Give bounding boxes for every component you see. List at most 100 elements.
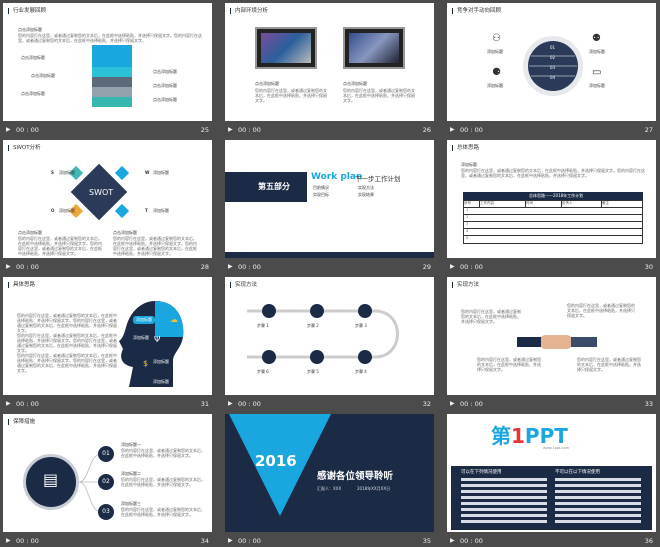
slide-31-canvas: 具体思路 您的内容打在这里，或者通过复制您的文本后，在此框中选择粘贴，并选择只保… xyxy=(3,277,212,395)
slide-27-canvas: 竞争对手动向回顾 01 02 03 04 ⚇ ⚉ ⚈ ▭ 添加标题 添加标题 添… xyxy=(447,3,656,121)
clipboard-icon: ▤ xyxy=(43,470,59,489)
slide-thumbnail-35[interactable]: 2016 感谢各位领导聆听 汇报人：XXX 2018年XX月XX日 ▶ 00 :… xyxy=(225,414,434,547)
table-header: 时间 xyxy=(526,201,562,207)
stack-label: 点击添加标题 xyxy=(153,83,177,88)
slide-thumbnail-32[interactable]: 实现方法 步骤 1 步骤 2 步骤 3 步骤 6 步骤 5 步骤 4 ▶ 00 … xyxy=(225,277,434,411)
usage-left-list xyxy=(461,478,547,526)
slide-meta: ▶ 00 : 00 30 xyxy=(447,258,656,274)
presenter-text: 汇报人：XXX xyxy=(317,486,342,491)
play-icon[interactable]: ▶ xyxy=(450,537,455,544)
circle-steps-graphic xyxy=(523,36,583,96)
play-icon[interactable]: ▶ xyxy=(6,126,11,133)
slide-meta: ▶ 00 : 00 25 xyxy=(3,121,212,137)
image-label: 点击添加标题 xyxy=(343,81,367,86)
agenda-item: 实现结果 xyxy=(358,192,374,197)
slide-thumbnail-28[interactable]: SWOT分析 SWOT S W O T 添加标题 添加标题 添加标题 添加标题 … xyxy=(3,140,212,274)
slide-thumbnail-30[interactable]: 总体思路 添加标题 您的内容打在这里，或者通过复制您的文本后，在此框中选择粘贴，… xyxy=(447,140,656,274)
item-number: 01 xyxy=(98,446,114,462)
slide-32-canvas: 实现方法 步骤 1 步骤 2 步骤 3 步骤 6 步骤 5 步骤 4 xyxy=(225,277,434,395)
slide-thumbnail-27[interactable]: 竞争对手动向回顾 01 02 03 04 ⚇ ⚉ ⚈ ▭ 添加标题 添加标题 添… xyxy=(447,3,656,137)
slide-duration: 00 : 00 xyxy=(16,400,39,408)
stack-label: 点击添加标题 xyxy=(31,73,55,78)
play-icon[interactable]: ▶ xyxy=(228,263,233,270)
slide-meta: ▶ 00 : 00 27 xyxy=(447,121,656,137)
table-caption xyxy=(463,192,643,200)
table-header: 负责人 xyxy=(562,201,602,207)
slide-meta: ▶ 00 : 00 26 xyxy=(225,121,434,137)
section-en-title: Work plan xyxy=(311,172,363,182)
slide-meta: ▶ 00 : 00 35 xyxy=(225,532,434,547)
step-label: 添加标题 xyxy=(487,83,503,88)
slide-heading: 点击添加标题 xyxy=(18,27,42,32)
slide-duration: 00 : 00 xyxy=(16,126,39,134)
slide-title: 具体思路 xyxy=(8,282,35,288)
step-label: 添加标题 xyxy=(487,49,503,54)
laptop-image xyxy=(255,27,317,69)
date-text: 2018年XX月XX日 xyxy=(357,486,391,491)
slide-thumbnail-29[interactable]: 第五部分 Work plan 下一步工作计划 目前情况 实现方法 实现目标 实现… xyxy=(225,140,434,274)
table-title: 总体思路——2018年工作计划 xyxy=(529,193,584,198)
slide-duration: 00 : 00 xyxy=(238,537,261,545)
play-icon[interactable]: ▶ xyxy=(6,263,11,270)
slide-meta: ▶ 00 : 00 28 xyxy=(3,258,212,274)
table-row: 4 xyxy=(464,229,642,236)
clipboard-circle xyxy=(23,454,79,510)
step-label: 步骤 1 xyxy=(257,323,269,328)
stack-label: 点击添加标题 xyxy=(153,97,177,102)
play-icon[interactable]: ▶ xyxy=(450,126,455,133)
table-row: 3 xyxy=(464,222,642,229)
slide-number: 31 xyxy=(200,400,209,408)
slide-number: 26 xyxy=(422,126,431,134)
logo: 第1PPT xyxy=(491,420,568,449)
usage-left-head: 可以在下列情况使用 xyxy=(461,470,502,475)
slide-duration: 00 : 00 xyxy=(16,263,39,271)
section-zh-title: 下一步工作计划 xyxy=(355,175,401,183)
play-icon[interactable]: ▶ xyxy=(228,126,233,133)
step-number: 02 xyxy=(550,55,556,60)
slide-thumbnail-31[interactable]: 具体思路 您的内容打在这里，或者通过复制您的文本后，在此框中选择粘贴，并选择只保… xyxy=(3,277,212,411)
play-icon[interactable]: ▶ xyxy=(228,537,233,544)
slide-36-canvas: 第1PPT www.1ppt.com 可以在下列情况使用 不可以在以下情况使用 xyxy=(447,414,656,532)
image-body: 您的内容打在这里，或者通过复制您的文本后，在此框中选择粘贴，并选择只保留文字。 xyxy=(255,88,327,103)
play-icon[interactable]: ▶ xyxy=(228,400,233,407)
play-icon[interactable]: ▶ xyxy=(450,263,455,270)
slide-meta: ▶ 00 : 00 33 xyxy=(447,395,656,411)
image-body: 您的内容打在这里，或者通过复制您的文本后，在此框中选择粘贴，并选择只保留文字。 xyxy=(343,88,415,103)
play-icon[interactable]: ▶ xyxy=(6,537,11,544)
slide-34-canvas: 保障措施 ▤ 01 02 03 添加标题一 您的内容打在这里，或者通过复制您的文… xyxy=(3,414,212,532)
agenda-item: 目前情况 xyxy=(313,185,329,190)
step-label: 步骤 5 xyxy=(307,369,319,374)
play-icon[interactable]: ▶ xyxy=(450,400,455,407)
slide-meta: ▶ 00 : 00 36 xyxy=(447,532,656,547)
chat-icon: ⚈ xyxy=(492,67,501,78)
brain-icon: ☁ xyxy=(170,315,178,324)
slide-thumbnail-25[interactable]: 行业发展回顾 点击添加标题 您的内容打在这里，或者通过复制您的文本后，在此框中选… xyxy=(3,3,212,137)
slide-number: 28 xyxy=(200,263,209,271)
slide-thumbnail-34[interactable]: 保障措施 ▤ 01 02 03 添加标题一 您的内容打在这里，或者通过复制您的文… xyxy=(3,414,212,547)
step-label: 步骤 3 xyxy=(355,323,367,328)
bottom-title: 点击添加标题 xyxy=(113,230,137,235)
item-label: 添加标题二 xyxy=(121,471,141,476)
slide-thumbnail-33[interactable]: 实现方法 您的内容打在这里，或者通过复制您的文本后，在此框中选择粘贴，并选择只保… xyxy=(447,277,656,411)
slide-25-canvas: 行业发展回顾 点击添加标题 您的内容打在这里，或者通过复制您的文本后，在此框中选… xyxy=(3,3,212,121)
agenda-item: 实现目标 xyxy=(313,192,329,197)
swot-label: 添加标题 xyxy=(59,170,75,175)
slide-number: 34 xyxy=(200,537,209,545)
slide-duration: 00 : 00 xyxy=(238,263,261,271)
plan-table: 序号 工作内容 时间 负责人 备注 1 2 3 4 5 xyxy=(463,200,643,244)
head-label: 添加标题 xyxy=(153,379,169,384)
step-number: 03 xyxy=(550,65,556,70)
slide-thumbnail-26[interactable]: 内部环境分析 点击添加标题 您的内容打在这里，或者通过复制您的文本后，在此框中选… xyxy=(225,3,434,137)
play-icon[interactable]: ▶ xyxy=(6,400,11,407)
item-body: 您的内容打在这里，或者通过复制您的文本后，在此框中选择粘贴，并选择只保留文字。 xyxy=(121,507,205,517)
slide-title: 保障措施 xyxy=(8,419,35,425)
swot-center: SWOT xyxy=(89,188,114,197)
table-row: 1 xyxy=(464,208,642,215)
slide-body: 您的内容打在这里，或者通过复制您的文本后，在此框中选择粘贴，并选择只保留文字。您… xyxy=(17,353,117,373)
step-label: 步骤 4 xyxy=(355,369,367,374)
slide-thumbnail-36[interactable]: 第1PPT www.1ppt.com 可以在下列情况使用 不可以在以下情况使用 … xyxy=(447,414,656,547)
bottom-body: 您的内容打在这里，或者通过复制您的文本后，在此框中选择粘贴，并选择只保留文字。您… xyxy=(18,236,102,256)
step-label: 步骤 6 xyxy=(257,369,269,374)
slide-meta: ▶ 00 : 00 31 xyxy=(3,395,212,411)
swot-label: 添加标题 xyxy=(153,170,169,175)
